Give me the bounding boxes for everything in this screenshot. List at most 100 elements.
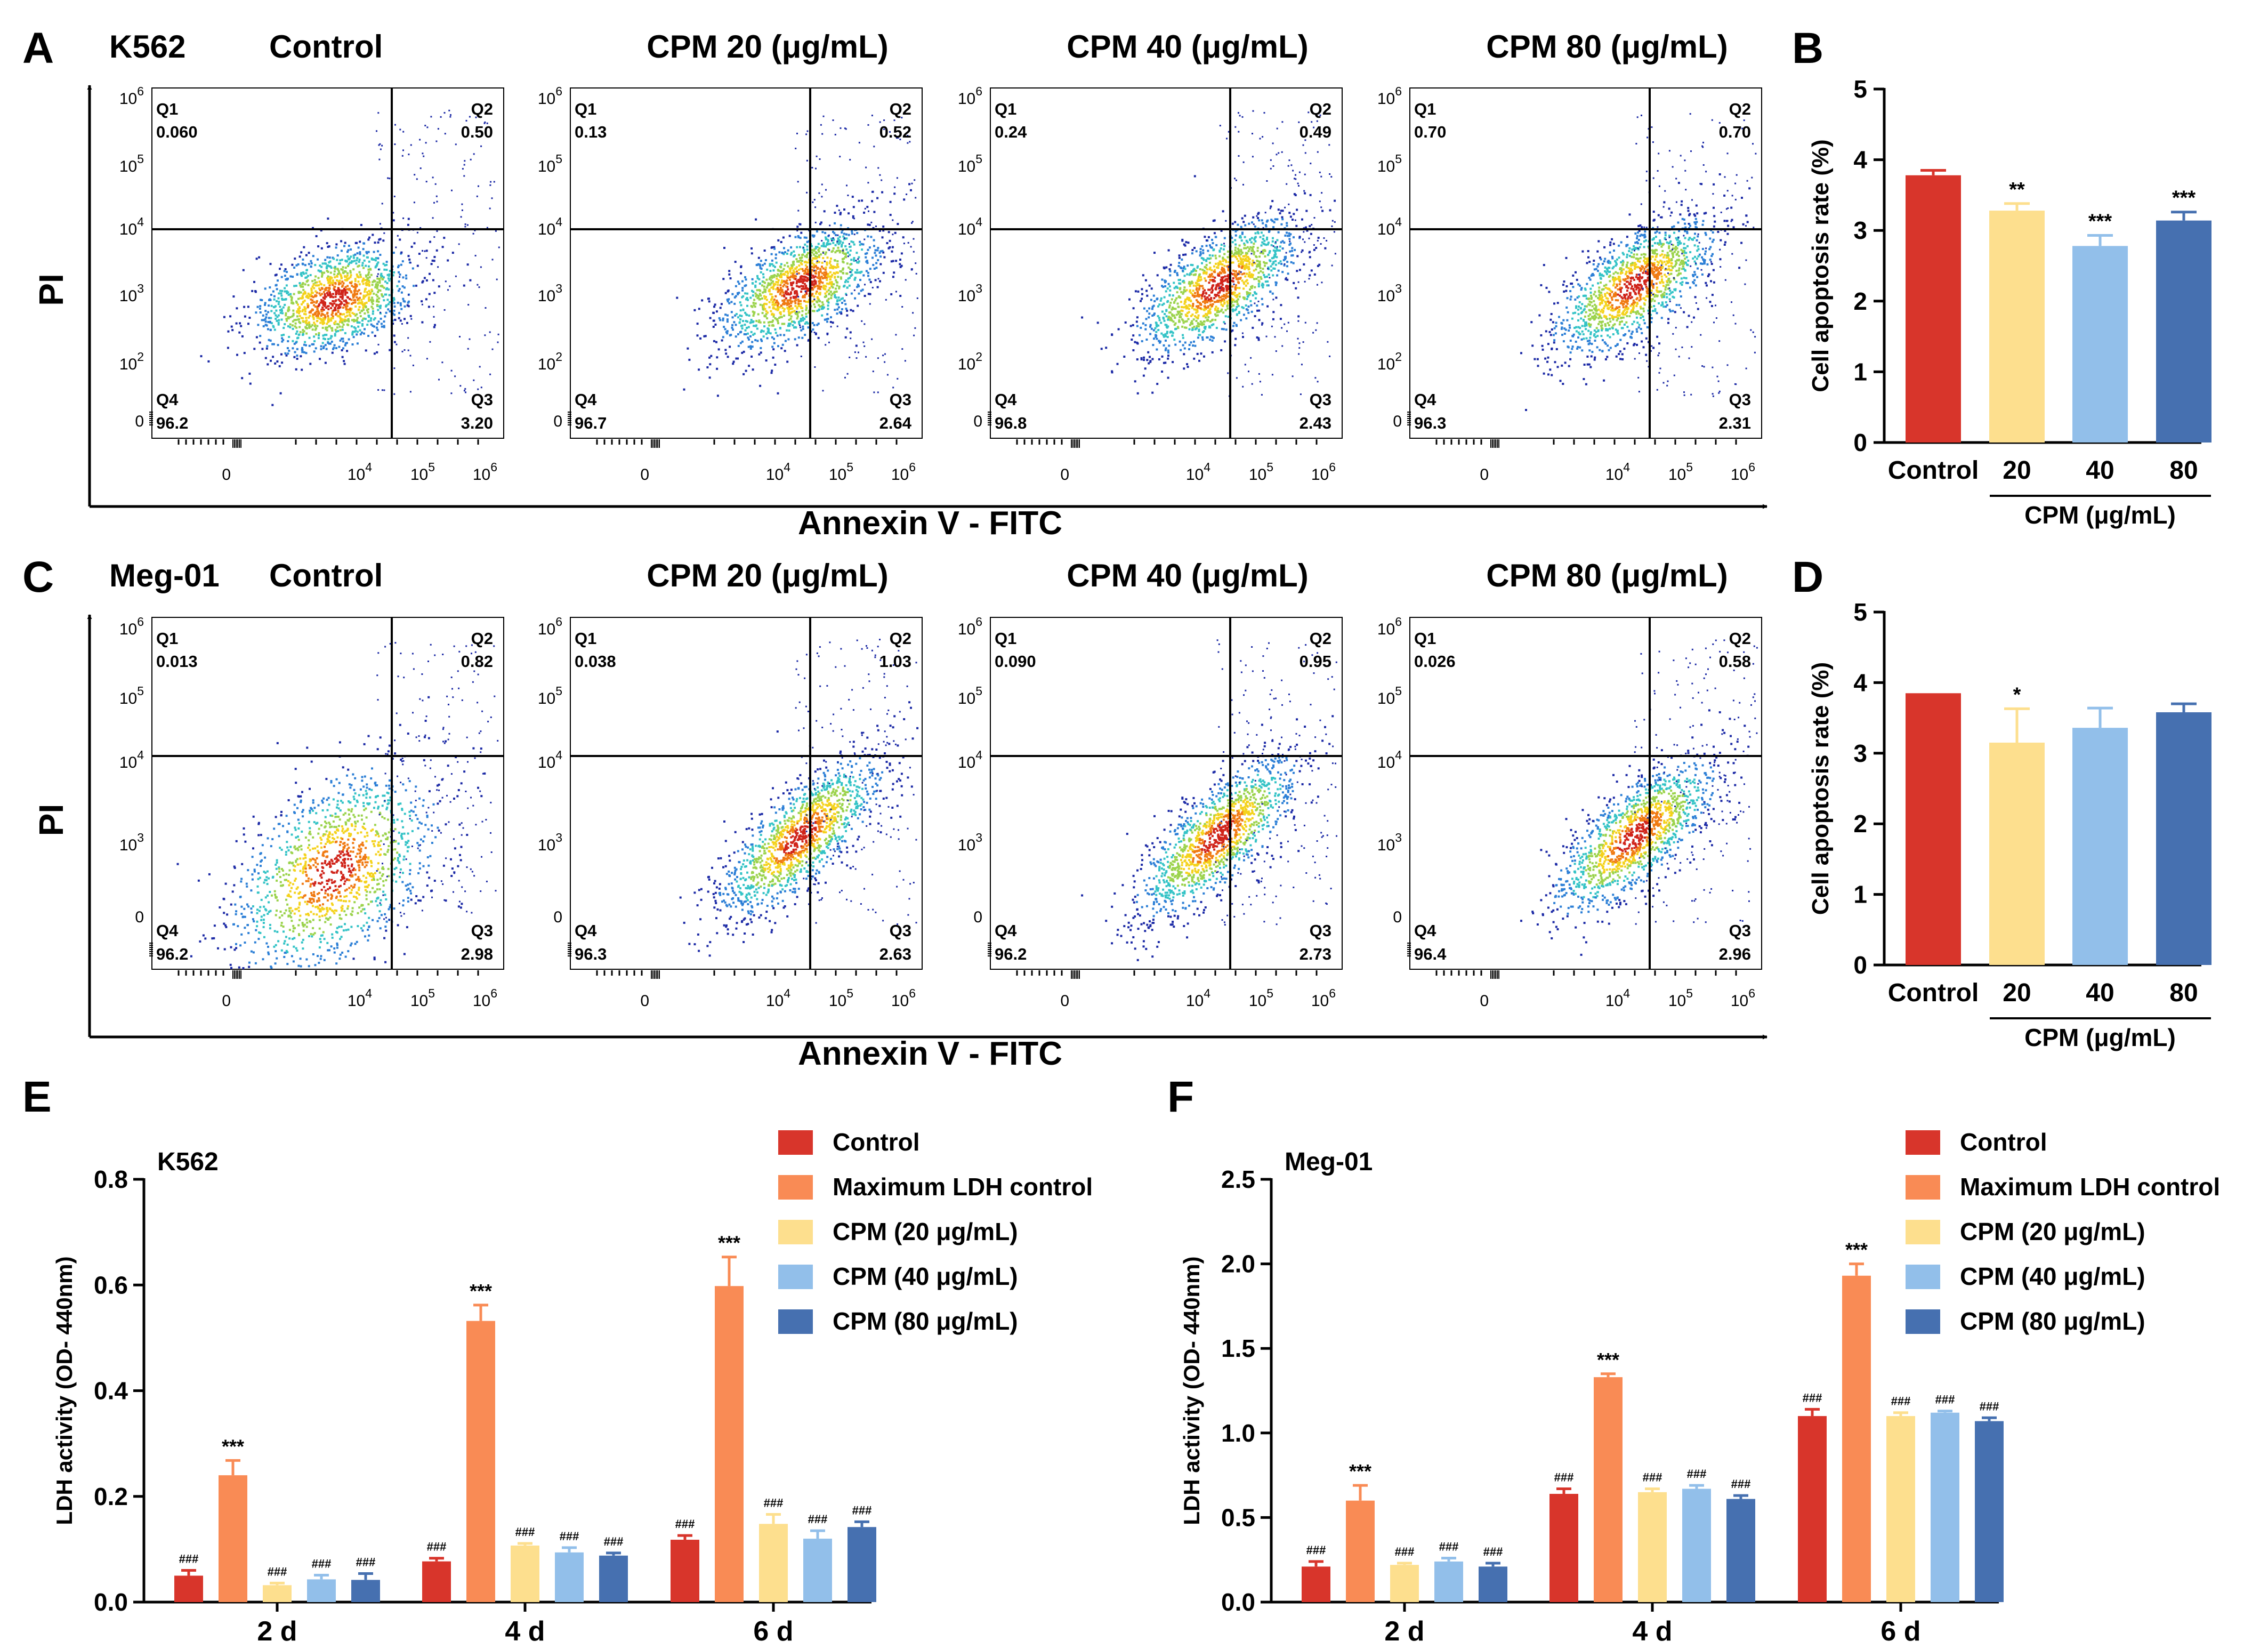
- flow-event-dot: [1585, 337, 1588, 340]
- flow-event-dot: [1234, 178, 1236, 180]
- flow-event-dot: [1182, 279, 1185, 282]
- flow-event-dot: [1175, 313, 1178, 316]
- flow-event-dot: [354, 283, 357, 285]
- flow-event-dot: [333, 288, 336, 291]
- flow-event-dot: [1219, 271, 1221, 274]
- flow-event-dot: [331, 303, 334, 305]
- flow-event-dot: [1254, 297, 1257, 300]
- flow-event-dot: [1159, 340, 1161, 343]
- flow-event-dot: [1276, 247, 1278, 250]
- flow-event-dot: [794, 254, 796, 256]
- flow-event-dot: [859, 244, 861, 246]
- flow-event-dot: [335, 347, 337, 349]
- flow-event-dot: [356, 274, 358, 276]
- flow-event-dot: [1207, 276, 1210, 278]
- flow-event-dot: [1176, 272, 1179, 275]
- flow-event-dot: [1177, 265, 1180, 267]
- flow-event-dot: [270, 322, 273, 325]
- flow-event-dot: [461, 209, 463, 211]
- flow-event-dot: [383, 268, 386, 271]
- flow-event-dot: [748, 365, 750, 367]
- flow-event-dot: [782, 236, 785, 239]
- flow-event-dot: [1181, 310, 1184, 312]
- flow-event-dot: [830, 276, 833, 278]
- flow-event-dot: [768, 288, 771, 291]
- flow-event-dot: [751, 341, 754, 343]
- flow-event-dot: [1183, 288, 1185, 291]
- y-tick-label: 102: [538, 350, 562, 373]
- flow-event-dot: [308, 344, 311, 347]
- flow-event-dot: [253, 348, 256, 350]
- flow-event-dot: [377, 261, 380, 264]
- flow-event-dot: [757, 294, 760, 297]
- flow-event-dot: [350, 299, 353, 301]
- flow-event-dot: [732, 363, 735, 365]
- flow-event-dot: [1304, 192, 1305, 194]
- flow-event-dot: [779, 270, 782, 272]
- flow-event-dot: [294, 325, 296, 328]
- flow-event-dot: [784, 264, 786, 267]
- flow-event-dot: [310, 291, 313, 294]
- flow-event-dot: [365, 275, 368, 278]
- flow-event-dot: [428, 293, 431, 295]
- flow-event-dot: [1232, 261, 1234, 264]
- flow-event-dot: [877, 247, 879, 249]
- flow-event-dot: [841, 231, 843, 234]
- flow-event-dot: [1174, 328, 1176, 331]
- flow-event-dot: [825, 344, 827, 346]
- flow-event-dot: [853, 278, 856, 281]
- flow-event-dot: [807, 252, 809, 254]
- flow-event-dot: [858, 142, 860, 144]
- flow-event-dot: [293, 267, 296, 269]
- flow-event-dot: [301, 275, 303, 277]
- flow-event-dot: [787, 292, 789, 295]
- flow-event-dot: [1169, 270, 1172, 272]
- flow-event-dot: [1193, 269, 1196, 272]
- flow-event-dot: [1311, 121, 1313, 123]
- flow-event-dot: [369, 299, 372, 301]
- flow-event-dot: [756, 340, 759, 342]
- flow-event-dot: [842, 235, 845, 238]
- flow-event-dot: [1636, 278, 1639, 280]
- flow-event-dot: [782, 303, 785, 305]
- flow-event-dot: [784, 340, 787, 342]
- flow-event-dot: [1171, 334, 1174, 337]
- flow-event-dot: [342, 284, 344, 287]
- flow-event-dot: [1272, 245, 1274, 247]
- flow-event-dot: [343, 363, 346, 365]
- flow-event-dot: [324, 259, 327, 261]
- flow-event-dot: [805, 284, 808, 287]
- flow-event-dot: [1132, 307, 1135, 310]
- flow-event-dot: [285, 312, 287, 315]
- flow-event-dot: [1137, 290, 1140, 293]
- flow-event-dot: [276, 360, 279, 363]
- flow-event-dot: [715, 310, 718, 313]
- flow-event-dot: [1248, 274, 1250, 276]
- flow-event-dot: [889, 131, 891, 133]
- flow-event-dot: [821, 281, 824, 284]
- flow-event-dot: [381, 293, 383, 296]
- flow-event-dot: [1202, 315, 1205, 318]
- flow-event-dot: [842, 267, 844, 270]
- flow-event-dot: [324, 314, 326, 317]
- flow-event-dot: [304, 310, 306, 313]
- flow-event-dot: [327, 342, 329, 344]
- flow-event-dot: [777, 345, 779, 348]
- flow-event-dot: [1624, 279, 1626, 281]
- flow-event-dot: [741, 324, 744, 327]
- flow-event-dot: [368, 260, 370, 263]
- flow-event-dot: [836, 271, 839, 274]
- flow-event-dot: [281, 310, 283, 312]
- flow-event-dot: [1293, 236, 1295, 239]
- flow-event-dot: [783, 284, 786, 286]
- flow-event-dot: [1286, 261, 1289, 263]
- flow-event-dot: [790, 315, 793, 318]
- flow-event-dot: [790, 252, 793, 254]
- flow-event-dot: [863, 345, 866, 347]
- flow-event-dot: [1139, 334, 1141, 336]
- flow-event-dot: [473, 153, 475, 155]
- flow-event-dot: [277, 297, 280, 300]
- flow-event-dot: [364, 302, 366, 304]
- flow-event-dot: [1260, 270, 1262, 272]
- flow-event-dot: [253, 280, 255, 283]
